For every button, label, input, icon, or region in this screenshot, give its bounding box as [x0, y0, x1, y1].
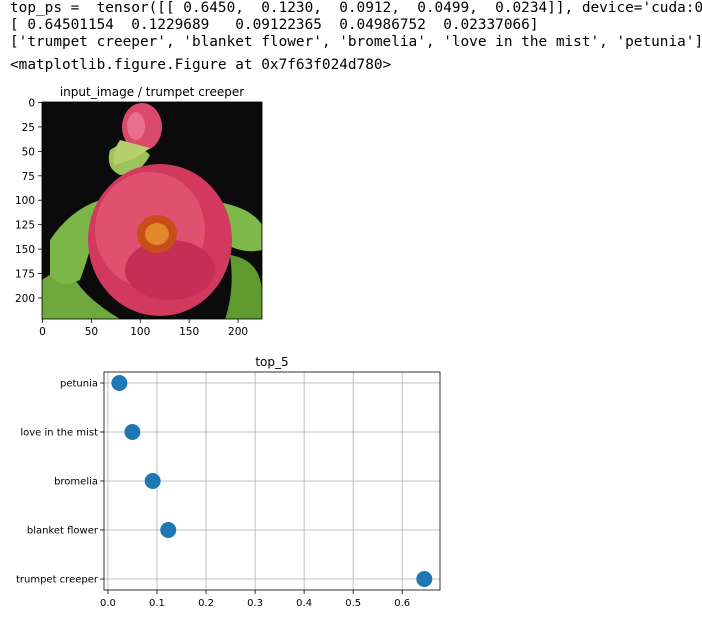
output-line-3: ['trumpet creeper', 'blanket flower', 'b…	[10, 34, 702, 50]
image-x-tick-label: 50	[85, 326, 98, 338]
chart-x-tick-label: 0.6	[394, 598, 410, 609]
image-y-tick-label: 200	[15, 293, 35, 305]
image-y-tick-label: 75	[22, 171, 35, 183]
image-y-tick-label: 150	[15, 244, 35, 256]
chart-point	[160, 522, 177, 538]
image-title: input_image / trumpet creeper	[60, 85, 244, 99]
image-x-tick-label: 0	[39, 326, 46, 338]
chart-x-tick-label: 0.4	[296, 598, 312, 609]
image-y-axis: 0 25 50 75 100 125 150 175 200	[15, 97, 42, 305]
top5-chart: top_5 trumpet creeper blanket flower brome…	[16, 355, 441, 609]
chart-point	[416, 571, 433, 587]
chart-x-tick-label: 0.5	[345, 598, 361, 609]
image-y-tick-label: 25	[22, 122, 35, 134]
output-line-2: [ 0.64501154 0.1229689 0.09122365 0.0498…	[10, 17, 539, 33]
image-x-tick-label: 150	[179, 326, 199, 338]
chart-point	[144, 473, 161, 489]
image-y-tick-label: 50	[22, 146, 35, 158]
chart-category-label: bromelia	[54, 477, 98, 488]
image-y-tick-label: 100	[15, 195, 35, 207]
image-x-axis: 0 50 100 150 200	[39, 319, 248, 338]
chart-x-axis: 0.0 0.1 0.2 0.3 0.4 0.5 0.6	[100, 590, 410, 609]
image-y-tick-label: 0	[28, 97, 35, 109]
chart-grid	[104, 372, 440, 590]
chart-category-label: love in the mist	[20, 428, 98, 439]
chart-point	[124, 424, 141, 440]
output-line-1: top_ps = tensor([[ 0.6450, 0.1230, 0.091…	[10, 0, 702, 16]
chart-points	[111, 375, 433, 587]
chart-x-tick-label: 0.0	[100, 598, 116, 609]
image-y-tick-label: 125	[15, 220, 35, 232]
chart-category-label: blanket flower	[27, 526, 99, 537]
image-x-tick-label: 200	[228, 326, 248, 338]
figure-repr: <matplotlib.figure.Figure at 0x7f63f024d…	[10, 57, 392, 73]
chart-x-tick-label: 0.2	[198, 598, 214, 609]
chart-category-label: petunia	[60, 379, 98, 390]
input-image-figure: input_image / trumpet creeper 0 25 50 75 100…	[15, 85, 263, 338]
image-y-tick-label: 175	[15, 269, 35, 281]
chart-y-axis: trumpet creeper blanket flower bromelia lov…	[16, 379, 104, 586]
chart-title: top_5	[255, 355, 288, 369]
chart-x-tick-label: 0.1	[149, 598, 165, 609]
image-x-tick-label: 100	[130, 326, 150, 338]
chart-x-tick-label: 0.3	[247, 598, 263, 609]
flower-image	[42, 102, 262, 319]
chart-category-label: trumpet creeper	[16, 575, 99, 586]
chart-point	[111, 375, 128, 391]
